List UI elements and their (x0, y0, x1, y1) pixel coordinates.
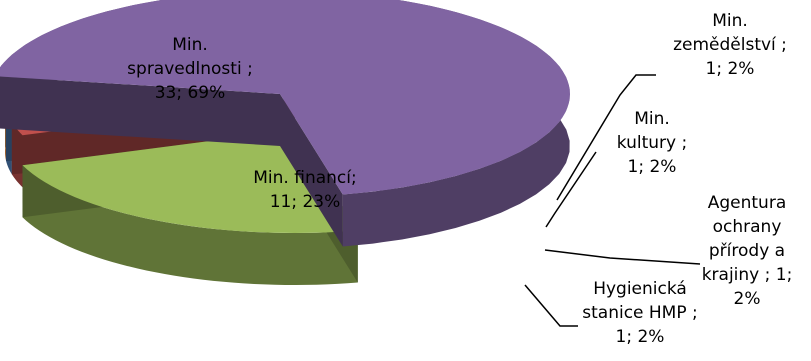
data-label-2: Hygienická stanice HMP ; 1; 2% (582, 279, 697, 347)
data-label-line: 1; 2% (628, 157, 677, 177)
data-label-line: 33; 69% (155, 83, 226, 103)
slice-top-1 (22, 130, 358, 233)
data-label-line: zemědělství ; (673, 35, 787, 55)
data-label-line: 2% (734, 289, 761, 309)
data-label-line: stanice HMP ; (582, 303, 697, 323)
data-label-line: Agentura (708, 193, 787, 213)
slice-side-1 (22, 165, 358, 285)
data-label-line: spravedlnosti ; (127, 59, 253, 79)
slice-top-0 (0, 0, 570, 195)
data-label-line: přírody a (709, 241, 785, 261)
data-label-line: Min. (712, 11, 748, 31)
data-label-3: Agentura ochrany přírody a krajiny ; 1; 2% (702, 193, 793, 309)
leader-line-2 (524, 284, 578, 327)
data-label-line: Min. (172, 35, 208, 55)
data-label-1: Min. financí; 11; 23% (253, 168, 356, 212)
data-label-line: kultury ; (617, 133, 687, 153)
data-label-4: Min. kultury ; 1; 2% (617, 109, 687, 177)
data-label-line: Hygienická (593, 279, 687, 299)
leader-line-5 (556, 74, 656, 201)
data-label-line: 1; 2% (616, 327, 665, 347)
data-label-line: 11; 23% (270, 192, 341, 212)
data-label-5: Min. zemědělství ; 1; 2% (673, 11, 787, 79)
data-label-line: Min. (634, 109, 670, 129)
slice-side-0 (0, 0, 570, 247)
data-label-line: ochrany (713, 217, 782, 237)
data-label-line: krajiny ; 1; (702, 265, 793, 285)
data-label-line: Min. financí; (253, 168, 356, 188)
slice-edge-0-1 (280, 94, 343, 247)
data-label-line: 1; 2% (706, 59, 755, 79)
leader-line-3 (544, 249, 701, 265)
slice-0 (0, 0, 570, 247)
leader-line-4 (545, 151, 597, 228)
slice-edge-0-0 (0, 76, 280, 146)
data-label-0: Min. spravedlnosti ; 33; 69% (127, 35, 253, 103)
